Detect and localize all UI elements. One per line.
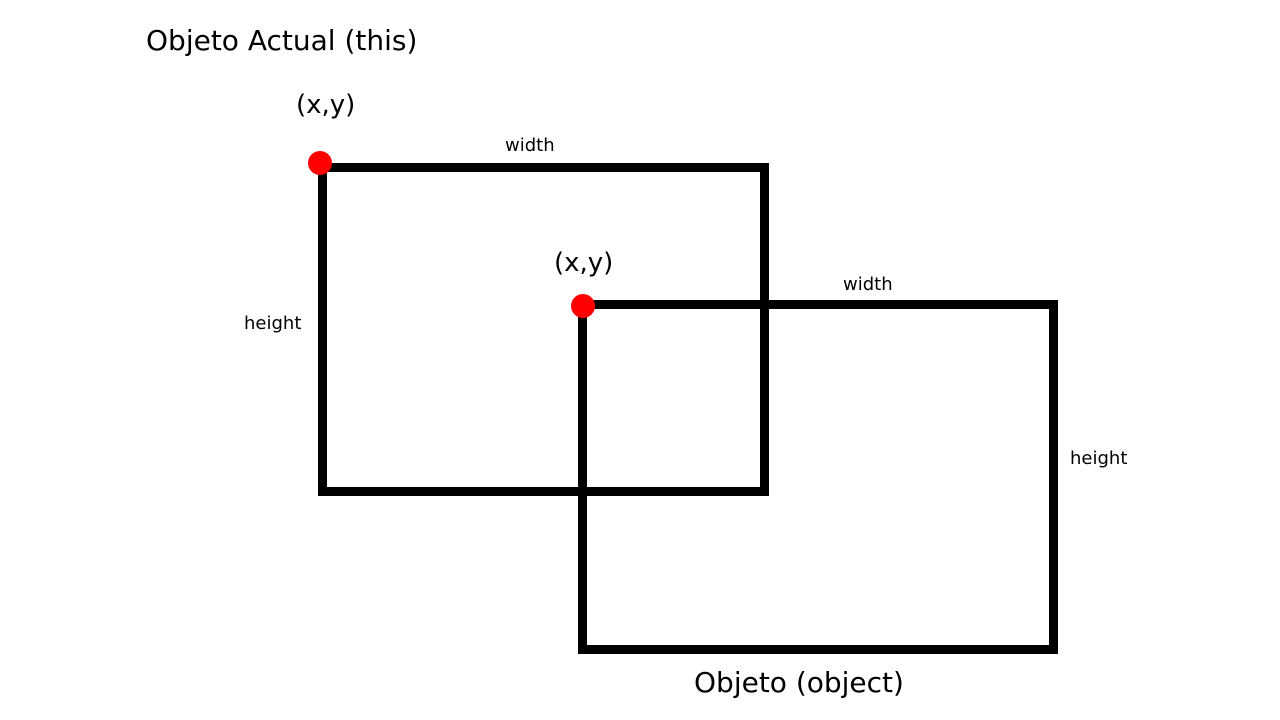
other-object-rectangle	[578, 300, 1058, 654]
other-object-origin-point	[571, 294, 595, 318]
current-object-height-label: height	[244, 313, 302, 334]
other-object-title: Objeto (object)	[694, 666, 904, 699]
other-object-height-label: height	[1070, 448, 1128, 469]
current-object-width-label: width	[505, 135, 555, 156]
current-object-origin-label: (x,y)	[296, 90, 356, 120]
other-object-width-label: width	[843, 274, 893, 295]
current-object-rectangle	[318, 163, 769, 496]
current-object-origin-point	[308, 151, 332, 175]
other-object-origin-label: (x,y)	[554, 248, 614, 278]
current-object-title: Objeto Actual (this)	[146, 24, 418, 57]
